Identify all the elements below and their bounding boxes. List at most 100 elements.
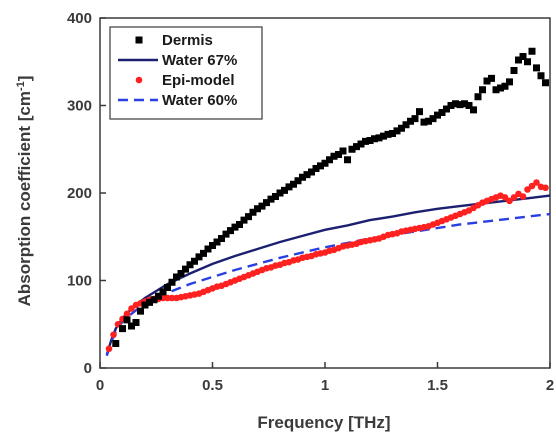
data-point-dermis	[186, 261, 194, 269]
data-point-dermis	[501, 82, 509, 90]
data-point-dermis	[240, 216, 248, 224]
data-point-dermis	[146, 298, 153, 306]
data-point-dermis	[465, 102, 473, 109]
data-point-dermis	[447, 102, 455, 109]
data-point-dermis	[533, 64, 540, 72]
data-point-dermis	[393, 127, 401, 135]
x-tick-label: 0	[96, 377, 104, 394]
data-point-dermis	[335, 151, 342, 158]
data-point-dermis	[222, 230, 230, 238]
data-point-dermis	[456, 101, 464, 109]
data-point-epi-model	[501, 194, 509, 201]
data-point-dermis	[380, 132, 387, 140]
data-point-epi-model	[123, 310, 131, 318]
data-point-dermis	[497, 84, 504, 92]
y-axis-label-sup: -1	[15, 81, 27, 91]
data-point-dermis	[398, 124, 405, 132]
data-point-dermis	[519, 53, 527, 60]
data-point-dermis	[348, 145, 356, 153]
data-point-dermis	[141, 301, 149, 309]
data-point-epi-model	[510, 194, 518, 201]
data-point-dermis	[429, 115, 437, 123]
data-point-dermis	[308, 168, 315, 176]
data-point-epi-model	[542, 184, 549, 192]
data-point-dermis	[474, 93, 482, 101]
data-point-dermis	[195, 253, 203, 261]
data-point-epi-model	[105, 345, 113, 353]
data-point-dermis	[200, 249, 207, 257]
y-tick-label: 200	[67, 185, 92, 202]
data-point-dermis	[510, 67, 518, 74]
data-point-dermis	[357, 140, 365, 148]
data-point-dermis	[407, 117, 414, 125]
data-point-dermis	[272, 193, 279, 200]
data-point-dermis	[537, 72, 545, 80]
legend-label-epi-model: Epi-model	[162, 72, 235, 89]
data-point-dermis	[276, 189, 284, 197]
data-point-dermis	[132, 319, 140, 326]
series-line-water-60	[105, 212, 551, 357]
data-point-dermis	[281, 186, 288, 194]
data-point-dermis	[528, 47, 536, 55]
x-tick-label: 2	[546, 377, 554, 394]
data-point-dermis	[402, 121, 410, 129]
data-point-dermis	[258, 202, 266, 210]
data-point-dermis	[112, 340, 120, 347]
data-point-dermis	[213, 238, 221, 246]
data-point-epi-model	[533, 179, 540, 186]
legend-label-water-60: Water 60%	[162, 92, 237, 109]
x-axis-label: Frequency [THz]	[257, 413, 390, 432]
data-point-dermis	[168, 278, 176, 286]
data-point-dermis	[231, 223, 239, 231]
data-point-dermis	[294, 177, 302, 185]
data-point-dermis	[488, 74, 495, 82]
data-point-dermis	[245, 213, 252, 221]
data-point-dermis	[303, 171, 311, 179]
data-point-dermis	[420, 118, 428, 126]
data-point-dermis	[452, 100, 459, 108]
data-point-dermis	[150, 296, 158, 304]
y-tick-label: 400	[67, 10, 92, 27]
x-tick-label: 1	[321, 377, 329, 394]
data-point-dermis	[312, 165, 320, 172]
data-point-dermis	[123, 316, 131, 324]
legend-symbol-epi-model	[135, 76, 143, 84]
data-point-dermis	[267, 195, 275, 203]
data-point-dermis	[204, 245, 212, 253]
data-point-dermis	[362, 137, 369, 145]
data-point-dermis	[416, 108, 423, 116]
data-point-dermis	[483, 77, 491, 85]
data-point-dermis	[366, 137, 374, 144]
data-point-dermis	[128, 322, 135, 330]
x-tick-label: 1.5	[427, 377, 448, 394]
data-point-epi-model	[110, 331, 117, 339]
data-point-dermis	[515, 56, 522, 64]
y-tick-label: 300	[67, 98, 92, 115]
data-point-epi-model	[128, 305, 135, 312]
data-point-dermis	[236, 221, 243, 228]
data-point-dermis	[218, 235, 225, 242]
data-point-dermis	[389, 130, 396, 137]
y-axis-label: Absorption coefficient [cm-1]	[15, 76, 34, 307]
data-point-dermis	[344, 156, 351, 164]
data-point-dermis	[438, 109, 446, 116]
data-point-dermis	[326, 156, 333, 164]
data-point-dermis	[492, 86, 500, 94]
data-point-dermis	[384, 130, 392, 138]
data-point-dermis	[506, 78, 513, 86]
data-point-dermis	[425, 117, 432, 125]
data-point-dermis	[254, 205, 261, 213]
data-point-dermis	[434, 111, 441, 119]
data-point-dermis	[191, 257, 198, 265]
x-tick-label: 0.5	[202, 377, 223, 394]
data-point-dermis	[461, 100, 468, 108]
y-tick-label: 100	[67, 273, 92, 290]
data-point-dermis	[470, 106, 477, 114]
data-point-dermis	[182, 265, 189, 273]
y-tick-label: 0	[84, 360, 92, 377]
data-point-epi-model	[519, 193, 527, 200]
data-point-dermis	[479, 86, 486, 94]
data-point-dermis	[443, 105, 450, 113]
data-point-dermis	[173, 273, 180, 281]
data-point-dermis	[524, 58, 531, 66]
